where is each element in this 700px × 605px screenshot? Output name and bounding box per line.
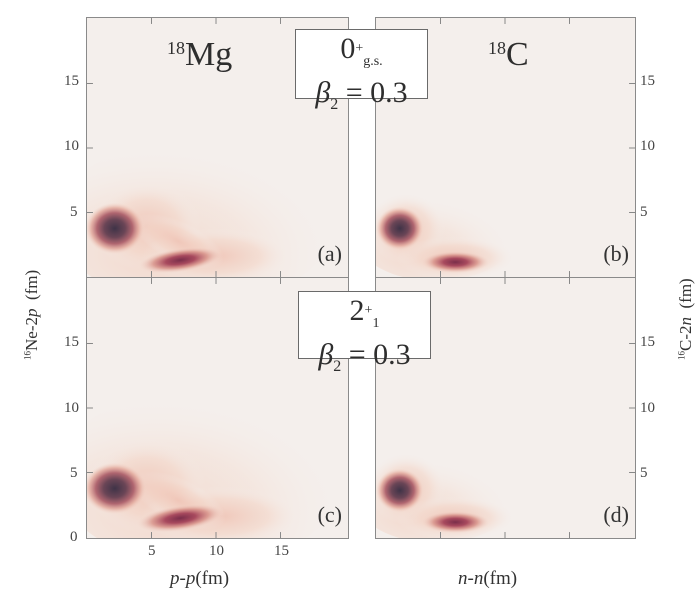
- legend-ground-state: 0+g.s. β2 = 0.3: [295, 29, 428, 113]
- y-tick-top-15: 15: [64, 73, 79, 89]
- x-tick-15: 15: [274, 543, 289, 559]
- x-axis-title-pp: p-p(fm): [170, 568, 230, 589]
- x-tick-10: 10: [209, 543, 224, 559]
- y-tick-right-top-10: 10: [640, 138, 655, 154]
- y-tick-right-bottom-10: 10: [640, 400, 655, 416]
- y-tick-bottom-5: 5: [70, 465, 78, 481]
- density-map-b: [376, 191, 515, 277]
- nucleus-label-c: 18C: [488, 36, 529, 73]
- y-tick-right-bottom-5: 5: [640, 465, 648, 481]
- y-tick-bottom-10: 10: [64, 400, 79, 416]
- y-tick-top-10: 10: [64, 138, 79, 154]
- y-axis-title-left: 16Ne-2p (fm): [22, 269, 41, 360]
- nucleus-label-mg: 18Mg: [167, 36, 233, 73]
- y-tick-top-5: 5: [70, 204, 78, 220]
- y-axis-title-right: 16C-2n (fm): [676, 278, 695, 360]
- density-map-d: [376, 452, 515, 538]
- y-tick-right-bottom-15: 15: [640, 334, 655, 350]
- y-tick-right-top-5: 5: [640, 204, 648, 220]
- panel-label-b: (b): [603, 241, 629, 266]
- panel-label-d: (d): [603, 502, 629, 527]
- y-tick-bottom-15: 15: [64, 334, 79, 350]
- panel-label-a: (a): [317, 241, 342, 266]
- legend-excited-state: 2+1 β2 = 0.3: [298, 291, 431, 375]
- density-map-c: [87, 387, 345, 538]
- density-map-a: [87, 137, 336, 277]
- y-tick-bottom-0: 0: [70, 529, 78, 545]
- panel-label-c: (c): [317, 502, 342, 527]
- x-tick-5: 5: [148, 543, 156, 559]
- x-axis-title-nn: n-n(fm): [458, 568, 518, 589]
- y-tick-right-top-15: 15: [640, 73, 655, 89]
